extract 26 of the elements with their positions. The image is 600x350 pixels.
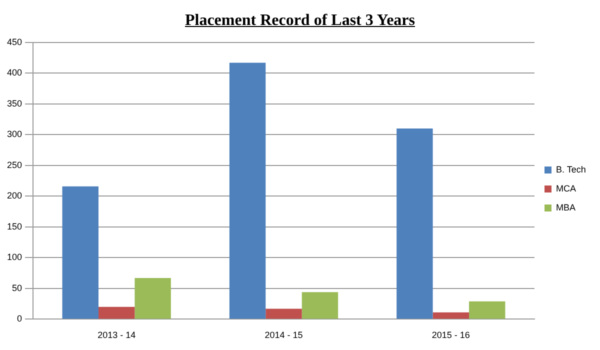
bar xyxy=(396,128,433,319)
bar xyxy=(432,312,470,319)
bar xyxy=(266,308,302,319)
y-tick-label: 450 xyxy=(6,36,22,47)
x-tick-label: 2015 - 16 xyxy=(432,330,470,340)
y-tick-label: 350 xyxy=(6,98,22,108)
y-tick-label: 150 xyxy=(6,221,22,232)
y-tick-label: 0 xyxy=(17,314,22,324)
x-tick-label: 2014 - 15 xyxy=(264,330,303,340)
legend-label: MCA xyxy=(556,183,576,194)
legend-label: MBA xyxy=(556,202,576,212)
y-tick-label: 100 xyxy=(6,252,22,262)
chart-title: Placement Record of Last 3 Years xyxy=(184,11,416,31)
y-tick-label: 400 xyxy=(6,68,22,78)
y-tick-label: 50 xyxy=(12,282,22,293)
y-tick-label: 200 xyxy=(6,190,22,201)
bar xyxy=(62,186,98,319)
bar xyxy=(98,306,135,319)
bar xyxy=(302,292,338,319)
y-tick-label: 300 xyxy=(6,129,22,140)
x-tick-label: 2013 - 14 xyxy=(98,330,136,340)
legend-label: B. Tech xyxy=(556,164,586,174)
y-tick-label: 250 xyxy=(6,160,22,170)
bar xyxy=(229,62,266,319)
bar xyxy=(134,278,171,319)
bar xyxy=(469,301,506,319)
